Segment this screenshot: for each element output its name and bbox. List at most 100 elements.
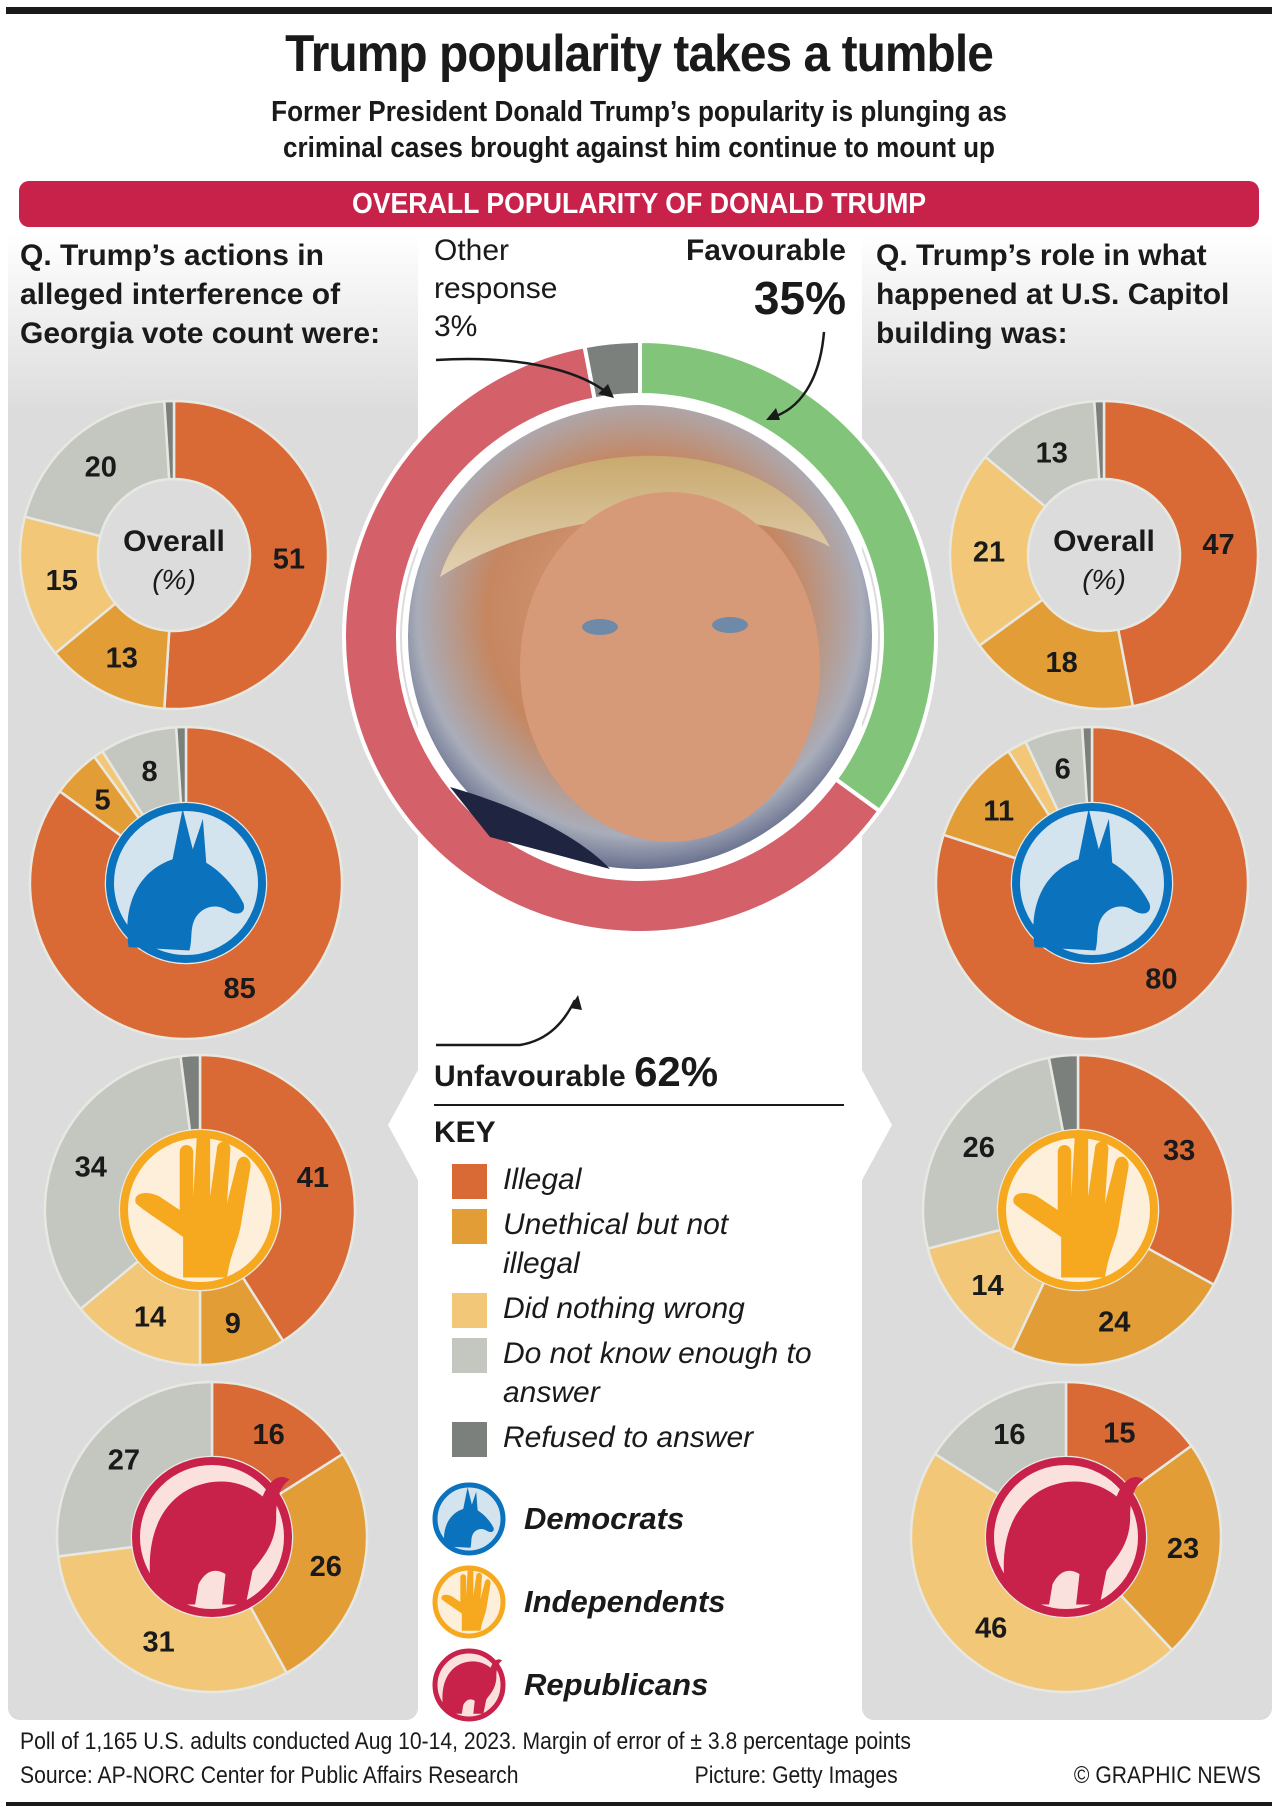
unfavourable-text: Unfavourable (434, 1060, 626, 1093)
segment-label: 24 (1098, 1307, 1130, 1339)
key-divider (434, 1104, 844, 1106)
subtitle-line-2: criminal cases brought against him conti… (282, 132, 996, 164)
unfavourable-arrow (436, 999, 577, 1047)
segment-label: 5 (94, 785, 110, 817)
favourable-value: 35% (753, 272, 846, 324)
legend-democrats: Democrats (432, 1482, 684, 1556)
unfavourable-value: 62% (634, 1048, 719, 1095)
key-pointer-right (862, 1070, 892, 1180)
donut-segment (948, 455, 1048, 648)
donut-segment (163, 399, 176, 481)
legend-label: Do not know enough to answer (503, 1337, 812, 1409)
page-title: Trump popularity takes a tumble (285, 25, 994, 83)
segment-label: 11 (983, 796, 1014, 828)
segment-label: 16 (252, 1419, 284, 1451)
trump-photo (402, 399, 878, 875)
party-label: Independents (524, 1584, 726, 1619)
legend-item-illegal: Illegal (452, 1160, 852, 1199)
segment-label: 15 (1103, 1417, 1135, 1449)
picture-credit: Picture: Getty Images (694, 1762, 898, 1789)
graphic-credit: © GRAPHIC NEWS (1073, 1762, 1261, 1789)
other-response-text: Other response (434, 234, 558, 305)
bottom-rule (6, 1802, 1272, 1806)
georgia-donut-overall: 51 13 15 20 (18, 399, 330, 711)
banner-text: OVERALL POPULARITY OF DONALD TRUMP (351, 188, 927, 220)
capitol-donut-democrats: 80 11 6 (934, 725, 1250, 1041)
georgia-question: Q. Trump’s actions in alleged interferen… (20, 239, 381, 350)
source-credit: Source: AP-NORC Center for Public Affair… (20, 1762, 519, 1789)
elephant-icon (132, 1457, 292, 1617)
photo-face (520, 492, 820, 842)
segment-label: 9 (225, 1308, 241, 1340)
capitol-question: Q. Trump’s role in what happened at U.S.… (876, 239, 1230, 350)
legend-swatch (452, 1338, 487, 1373)
legend-item-did-nothing-wrong: Did nothing wrong (452, 1289, 852, 1328)
legend-independents: Independents (432, 1565, 726, 1639)
segment-label: 80 (1145, 963, 1177, 995)
segment-label: 6 (1055, 754, 1071, 786)
other-arrowhead (598, 384, 614, 398)
donut-segment (1102, 399, 1260, 708)
legend-label: Did nothing wrong (503, 1292, 745, 1325)
top-rule (6, 7, 1272, 14)
segment-label: 18 (1046, 647, 1078, 679)
segment-label: 21 (973, 536, 1005, 568)
elephant-icon (432, 1648, 506, 1722)
photo-eye-right (712, 617, 748, 633)
legend-item-unethical: Unethical but not illegal (452, 1205, 852, 1283)
popularity-ring (342, 338, 938, 935)
poll-note: Poll of 1,165 U.S. adults conducted Aug … (20, 1728, 911, 1755)
page-subtitle: Former President Donald Trump’s populari… (64, 94, 1214, 166)
segment-label: 16 (993, 1419, 1025, 1451)
capitol-donut-republicans: 15 23 46 16 (909, 1380, 1223, 1694)
donut-segment (23, 399, 171, 538)
legend-label: Illegal (503, 1163, 582, 1196)
overall-center-label: Overall (123, 525, 225, 558)
legend-swatch (452, 1293, 487, 1328)
raised-hand-icon (120, 1130, 280, 1290)
unfavourable-arrowhead (570, 995, 582, 1010)
segment-label: 26 (963, 1132, 995, 1164)
raised-hand-icon (432, 1565, 506, 1639)
favourable-arrowhead (766, 408, 780, 420)
overall-center-unit: (%) (1082, 564, 1126, 595)
legend-swatch (452, 1164, 487, 1199)
photo-suit (450, 787, 610, 869)
capitol-donut-overall: 47 18 21 13 (948, 399, 1260, 711)
segment-label: 33 (1163, 1135, 1195, 1167)
donkey-icon (1012, 803, 1172, 963)
legend-item-refused: Refused to answer (452, 1418, 852, 1457)
other-response-value: 3% (434, 310, 478, 343)
overall-center-unit: (%) (152, 564, 196, 595)
legend-republicans: Republicans (432, 1648, 708, 1722)
unfavourable-label: Unfavourable 62% (434, 1048, 718, 1096)
raised-hand-icon (998, 1130, 1158, 1290)
donkey-icon (106, 803, 266, 963)
popularity-segment (582, 338, 642, 402)
key-title: KEY (434, 1116, 496, 1149)
key-legend: Illegal Unethical but not illegal Did no… (452, 1160, 852, 1463)
segment-label: 14 (971, 1270, 1003, 1302)
segment-label: 26 (310, 1551, 342, 1583)
favourable-arrow (769, 331, 826, 420)
party-label: Republicans (524, 1667, 709, 1702)
donut-segment (1093, 399, 1106, 481)
segment-label: 14 (134, 1301, 166, 1333)
segment-label: 13 (106, 642, 138, 674)
georgia-donut-independents: 41 9 14 34 (43, 1053, 357, 1367)
party-label: Democrats (524, 1501, 685, 1536)
footer-credits: Source: AP-NORC Center for Public Affair… (20, 1762, 1261, 1790)
segment-label: 8 (141, 756, 157, 788)
arrow-heads (570, 384, 780, 1010)
subtitle-line-1: Former President Donald Trump’s populari… (271, 96, 1007, 128)
legend-swatch (452, 1209, 487, 1244)
donut-segment (18, 515, 118, 655)
legend-label: Refused to answer (503, 1421, 754, 1454)
segment-label: 20 (85, 451, 117, 483)
segment-label: 34 (75, 1152, 107, 1184)
segment-label: 13 (1036, 438, 1068, 470)
donut-segment (163, 399, 330, 711)
overall-center-label: Overall (1053, 525, 1155, 558)
segment-label: 51 (273, 544, 305, 576)
